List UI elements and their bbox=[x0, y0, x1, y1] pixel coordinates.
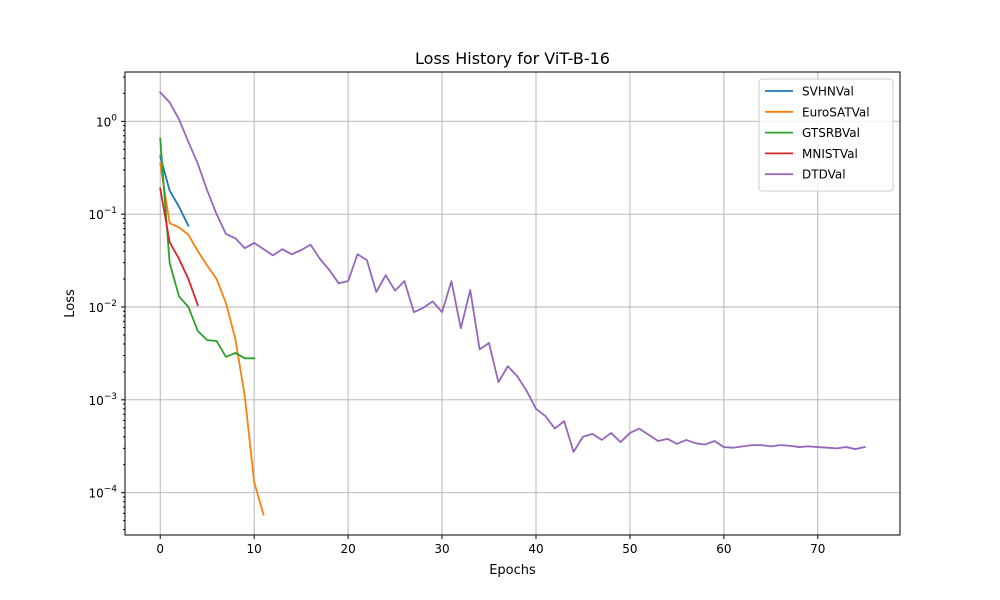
series-layer bbox=[158, 91, 866, 516]
x-tick-label: 10 bbox=[247, 542, 262, 556]
legend-label: MNISTVal bbox=[802, 147, 858, 161]
x-tick-label: 70 bbox=[810, 542, 825, 556]
x-axis: 0 10 20 30 40 50 60 70 bbox=[156, 535, 825, 556]
y-axis-label: Loss bbox=[63, 289, 78, 318]
x-tick-label: 0 bbox=[156, 542, 164, 556]
y-tick-label: 10−1 bbox=[88, 206, 117, 222]
y-tick-label: 10−4 bbox=[88, 485, 117, 501]
y-tick-label: 100 bbox=[96, 113, 117, 129]
legend-label: DTDVal bbox=[802, 168, 846, 182]
legend: SVHNVal EuroSATVal GTSRBVal MNISTVal DTDVal bbox=[758, 78, 894, 192]
x-tick-label: 30 bbox=[434, 542, 449, 556]
series-line-dtdval bbox=[158, 91, 866, 453]
x-tick-label: 50 bbox=[622, 542, 637, 556]
series-line-svhnval bbox=[159, 155, 190, 227]
series-line-eurosatval bbox=[159, 162, 265, 516]
legend-label: GTSRBVal bbox=[802, 126, 860, 140]
chart-title: Loss History for ViT-B-16 bbox=[415, 49, 610, 68]
x-axis-label: Epochs bbox=[489, 563, 536, 578]
x-tick-label: 60 bbox=[716, 542, 731, 556]
y-tick-label: 10−2 bbox=[88, 299, 117, 315]
legend-label: EuroSATVal bbox=[802, 105, 870, 119]
plot-frame bbox=[124, 71, 901, 536]
legend-box bbox=[758, 78, 894, 192]
series-line-gtsrbval bbox=[159, 137, 256, 360]
y-tick-label: 10−3 bbox=[88, 392, 117, 408]
x-tick-label: 20 bbox=[340, 542, 355, 556]
y-axis: 10−4 10−3 10−2 10−1 100 bbox=[88, 76, 125, 531]
legend-label: SVHNVal bbox=[802, 85, 854, 99]
series-line-mnistval bbox=[159, 187, 199, 307]
x-tick-label: 40 bbox=[528, 542, 543, 556]
